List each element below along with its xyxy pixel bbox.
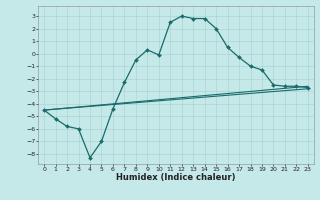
X-axis label: Humidex (Indice chaleur): Humidex (Indice chaleur) <box>116 173 236 182</box>
